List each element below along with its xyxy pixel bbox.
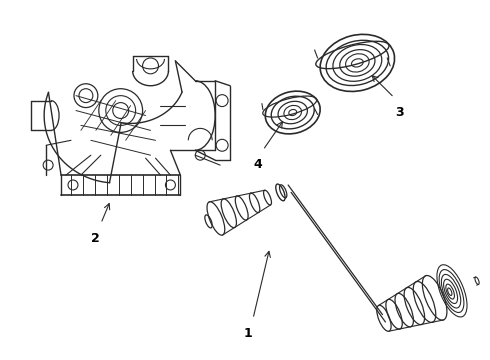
Text: 3: 3 [395,105,403,118]
Text: 4: 4 [253,158,262,171]
Text: 1: 1 [244,327,252,340]
Text: 2: 2 [92,231,100,244]
